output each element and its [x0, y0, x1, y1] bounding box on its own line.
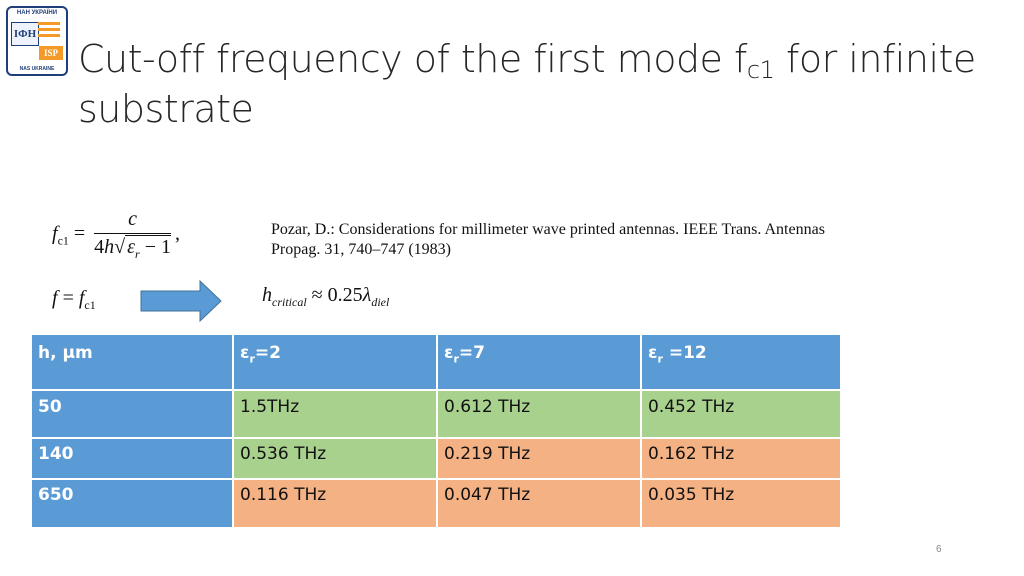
logo-bottom-text: NAS UKRAINE [19, 66, 55, 72]
table-cell: 1.5THz [232, 389, 438, 439]
page-number: 6 [936, 544, 942, 555]
title-rest: for infinite substrate [78, 37, 976, 131]
table-cell: 0.536 THz [232, 437, 438, 480]
table-header-row: h, μm εr=2 εr=7 εr =12 [30, 333, 842, 391]
table-row: 140 0.536 THz 0.219 THz 0.162 THz [30, 437, 842, 480]
table-cell: 0.162 THz [640, 437, 842, 480]
row-h: 50 [30, 389, 234, 439]
header-er-2: εr=2 [232, 333, 438, 391]
table-cell: 0.452 THz [640, 389, 842, 439]
logo-right-text: ISP [39, 46, 63, 60]
cutoff-table: h, μm εr=2 εr=7 εr =12 50 1.5THz 0.612 T… [30, 333, 842, 529]
cutoff-formula: fc1 = c 4h√ εr − 1, [52, 208, 180, 261]
table-cell: 0.612 THz [436, 389, 642, 439]
table-cell: 0.219 THz [436, 437, 642, 480]
institute-logo: НАН УКРАЇНИ ІФН ISP NAS UKRAINE [6, 6, 68, 76]
table-cell: 0.035 THz [640, 478, 842, 529]
header-er-7: εr=7 [436, 333, 642, 391]
right-arrow-icon [140, 280, 222, 322]
row-h: 650 [30, 478, 234, 529]
slide-title: Cut-off frequency of the first mode fc1 … [78, 34, 978, 134]
title-sub: c1 [746, 56, 775, 84]
header-h: h, μm [30, 333, 234, 391]
frequency-condition-formula: f = fc1 [52, 287, 96, 312]
table-row: 650 0.116 THz 0.047 THz 0.035 THz [30, 478, 842, 529]
critical-height-formula: hcritical ≈ 0.25λdiel [262, 284, 390, 309]
reference-citation: Pozar, D.: Considerations for millimeter… [271, 221, 825, 258]
row-h: 140 [30, 437, 234, 480]
title-main: Cut-off frequency of the first mode f [78, 37, 747, 81]
table-row: 50 1.5THz 0.612 THz 0.452 THz [30, 389, 842, 439]
header-er-12: εr =12 [640, 333, 842, 391]
logo-top-text: НАН УКРАЇНИ [16, 10, 58, 16]
logo-bars-icon [38, 22, 60, 44]
table-cell: 0.047 THz [436, 478, 642, 529]
table-cell: 0.116 THz [232, 478, 438, 529]
logo-left-text: ІФН [11, 22, 39, 46]
